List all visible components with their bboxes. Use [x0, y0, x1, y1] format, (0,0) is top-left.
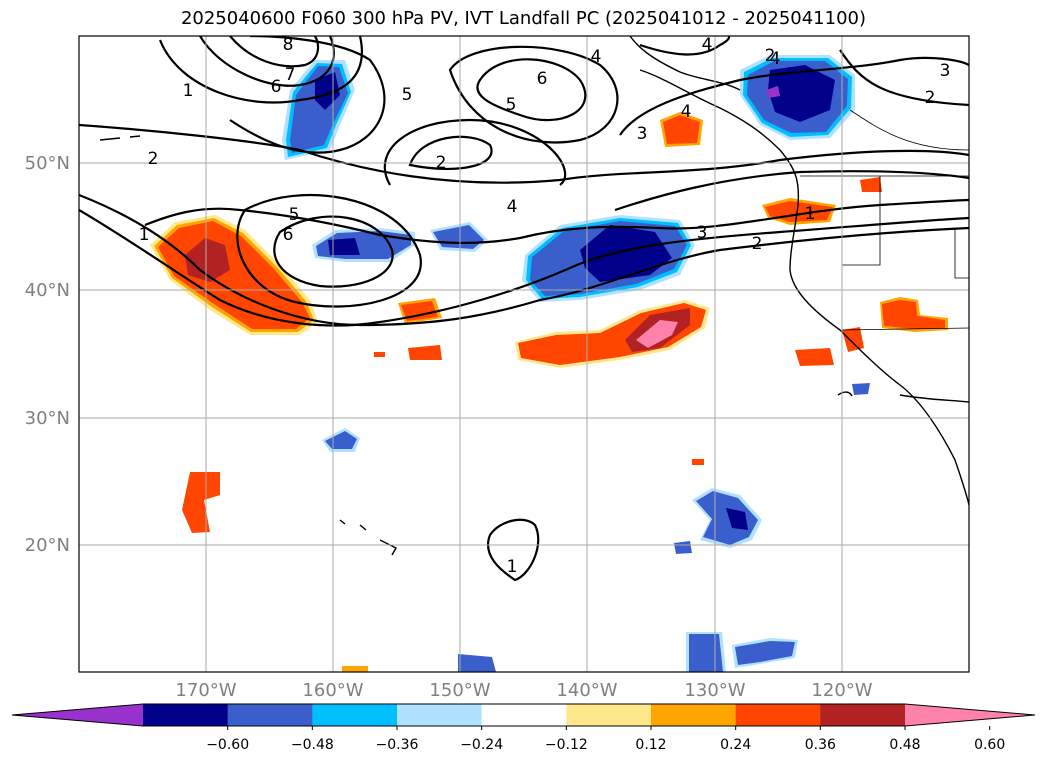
- colorbar-segment: [227, 704, 313, 726]
- colorbar-tick-label: 0.24: [720, 737, 751, 753]
- colorbar-tick-label: 0.12: [635, 737, 666, 753]
- lon-label: 160°W: [302, 680, 363, 701]
- colorbar-outline: [11, 703, 1036, 727]
- map-title: 2025040600 F060 300 hPa PV, IVT Landfall…: [180, 8, 867, 29]
- colorbar-tick-label: −0.60: [206, 737, 249, 753]
- contour-label: 2: [752, 234, 763, 254]
- lon-label: 140°W: [556, 680, 617, 701]
- colorbar-extend-high: [905, 704, 1035, 726]
- colorbar-tick-label: 0.48: [889, 737, 920, 753]
- map-frame: [78, 35, 970, 673]
- contour-label: 1: [139, 225, 150, 245]
- colorbar-segment: [397, 704, 483, 726]
- coastlines: [99, 36, 969, 556]
- contour-label: 4: [770, 49, 781, 69]
- longitude-labels: 170°W 160°W 150°W 140°W 130°W 120°W: [175, 680, 872, 701]
- colorbar-segment: [566, 704, 652, 726]
- contour-label: 5: [506, 95, 517, 115]
- colorbar-tick-label: 0.60: [974, 737, 1005, 753]
- colorbar-segment: [735, 704, 821, 726]
- colorbar-segment: [481, 704, 567, 726]
- colorbar-segment: [143, 704, 229, 726]
- colorbar-extend-low: [12, 704, 143, 726]
- lat-label: 40°N: [25, 280, 70, 301]
- contour-label: 2: [436, 153, 447, 173]
- contour-label: 4: [507, 197, 518, 217]
- lon-label: 130°W: [684, 680, 745, 701]
- contour-label: 6: [537, 69, 548, 89]
- contour-label: 4: [702, 35, 713, 55]
- lat-label: 50°N: [25, 153, 70, 174]
- contour-label: 5: [289, 205, 300, 225]
- colorbar-segment: [820, 704, 906, 726]
- lat-label: 30°N: [25, 408, 70, 429]
- contour-label: 3: [637, 124, 648, 144]
- colorbar-tick-label: −0.24: [460, 737, 503, 753]
- contour-label: 4: [591, 47, 602, 67]
- colorbar-segment: [651, 704, 737, 726]
- colorbar-tick-label: 0.36: [805, 737, 836, 753]
- contour-label: 2: [765, 46, 776, 66]
- gridlines: [79, 36, 969, 672]
- latitude-labels: 50°N 40°N 30°N 20°N: [25, 153, 70, 556]
- contour-label: 5: [402, 85, 413, 105]
- contour-label: 8: [283, 35, 294, 55]
- pv-contours: [79, 36, 969, 582]
- contour-label: 3: [940, 61, 951, 81]
- contour-label: 1: [805, 204, 816, 224]
- lon-label: 150°W: [429, 680, 490, 701]
- contour-label: 1: [183, 81, 194, 101]
- contour-label: 4: [681, 102, 692, 122]
- contour-label: 2: [925, 88, 936, 108]
- contour-label: 3: [697, 223, 708, 243]
- contour-label: 6: [283, 225, 294, 245]
- colorbar-tick-label: −0.12: [545, 737, 588, 753]
- borders: [800, 109, 969, 331]
- lat-label: 20°N: [25, 535, 70, 556]
- colorbar-tick-label: −0.36: [376, 737, 419, 753]
- contour-label: 6: [271, 77, 282, 97]
- colorbar-tick-label: −0.48: [291, 737, 334, 753]
- lon-label: 170°W: [175, 680, 236, 701]
- contour-label: 2: [148, 149, 159, 169]
- colorbar: −0.60 −0.48 −0.36 −0.24 −0.12 0.12 0.24 0.36 0.4…: [11, 703, 1036, 753]
- contour-label: 1: [507, 557, 518, 577]
- colorbar-segment: [312, 704, 398, 726]
- lon-label: 120°W: [811, 680, 872, 701]
- contour-label: 7: [285, 65, 296, 85]
